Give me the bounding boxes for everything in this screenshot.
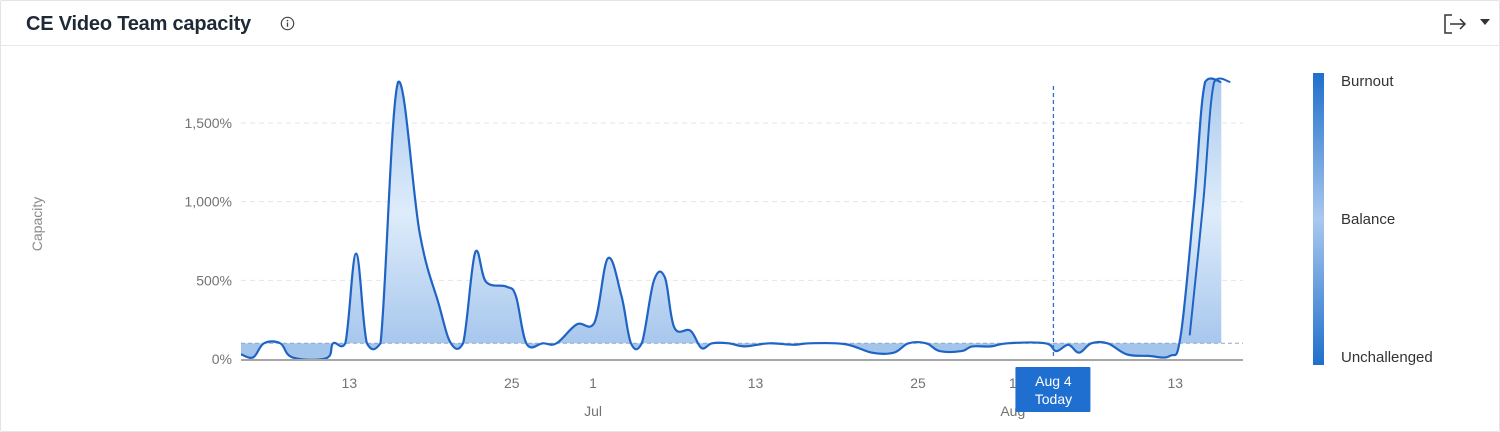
x-month-label: Jul (584, 403, 602, 419)
today-date-label: Aug 4 (1035, 373, 1072, 389)
y-tick-label: 1,000% (185, 194, 232, 210)
y-axis-label: Capacity (29, 197, 45, 251)
x-tick-label: 1 (1009, 375, 1017, 391)
today-label: Today (1035, 391, 1072, 407)
info-icon[interactable] (280, 16, 295, 31)
x-tick-label: 1 (589, 375, 597, 391)
x-tick-label: 13 (1168, 375, 1184, 391)
widget-title: CE Video Team capacity (26, 13, 251, 35)
y-tick-label: 500% (196, 272, 232, 288)
x-tick-label: 13 (342, 375, 358, 391)
series-line-offset (1188, 77, 1231, 336)
x-tick-label: 13 (748, 375, 764, 391)
x-tick-label: 25 (504, 375, 520, 391)
legend-label-balance: Balance (1341, 211, 1395, 228)
legend-label-unchallenged: Unchallenged (1341, 349, 1433, 366)
y-tick-label: 0% (212, 351, 232, 367)
area-below-balance (241, 343, 1180, 360)
y-tick-label: 1,500% (185, 115, 232, 131)
series-line (241, 77, 1222, 360)
legend-label-burnout: Burnout (1341, 73, 1394, 90)
legend-color-bar (1313, 73, 1324, 365)
widget-header: CE Video Team capacity (1, 1, 1499, 46)
x-tick-label: 25 (910, 375, 926, 391)
today-marker-box (1015, 367, 1091, 412)
caret-down-icon[interactable] (1479, 17, 1491, 27)
export-icon[interactable] (1442, 12, 1468, 36)
